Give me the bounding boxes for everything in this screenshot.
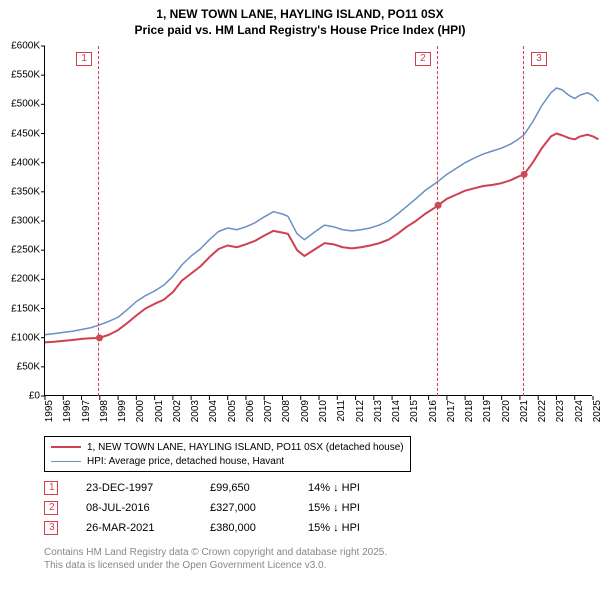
x-tick-label: 2021	[519, 400, 530, 422]
y-tick-label: £350K	[11, 186, 40, 197]
x-tick-label: 2019	[482, 400, 493, 422]
sale-diff: 15% ↓ HPI	[308, 502, 388, 514]
sale-badge: 1	[44, 481, 58, 495]
x-tick-label: 2017	[446, 400, 457, 422]
x-tick-label: 2015	[409, 400, 420, 422]
legend-label: 1, NEW TOWN LANE, HAYLING ISLAND, PO11 0…	[87, 442, 404, 453]
sale-price: £99,650	[210, 482, 280, 494]
y-tick-label: £100K	[11, 332, 40, 343]
y-tick-label: £50K	[17, 361, 40, 372]
x-tick-label: 2001	[154, 400, 165, 422]
down-arrow-icon: ↓	[333, 482, 339, 494]
x-tick-label: 2011	[336, 400, 347, 422]
plot-region	[44, 46, 592, 396]
y-tick-label: £450K	[11, 128, 40, 139]
x-tick-label: 2016	[428, 400, 439, 422]
x-tick-label: 2014	[391, 400, 402, 422]
footnote-line: Contains HM Land Registry data © Crown c…	[44, 546, 387, 559]
x-tick-label: 2024	[574, 400, 585, 422]
sale-diff: 15% ↓ HPI	[308, 522, 388, 534]
sale-price: £380,000	[210, 522, 280, 534]
y-tick-label: £400K	[11, 157, 40, 168]
x-tick-label: 1997	[81, 400, 92, 422]
legend: 1, NEW TOWN LANE, HAYLING ISLAND, PO11 0…	[44, 436, 411, 472]
sale-date: 26-MAR-2021	[86, 522, 182, 534]
down-arrow-icon: ↓	[333, 502, 339, 514]
legend-swatch	[51, 446, 81, 448]
chart-container: 1, NEW TOWN LANE, HAYLING ISLAND, PO11 0…	[0, 0, 600, 590]
x-tick-label: 2009	[300, 400, 311, 422]
title-line-1: 1, NEW TOWN LANE, HAYLING ISLAND, PO11 0…	[6, 6, 594, 22]
sale-date: 23-DEC-1997	[86, 482, 182, 494]
sale-date: 08-JUL-2016	[86, 502, 182, 514]
x-tick-label: 2020	[501, 400, 512, 422]
chart-title: 1, NEW TOWN LANE, HAYLING ISLAND, PO11 0…	[0, 0, 600, 38]
x-tick-label: 1999	[117, 400, 128, 422]
x-tick-label: 2000	[135, 400, 146, 422]
y-tick-label: £300K	[11, 216, 40, 227]
sale-price: £327,000	[210, 502, 280, 514]
footnote: Contains HM Land Registry data © Crown c…	[44, 546, 387, 572]
y-tick-label: £600K	[11, 41, 40, 52]
y-tick-label: £500K	[11, 99, 40, 110]
x-tick-label: 2013	[373, 400, 384, 422]
x-tick-label: 2012	[355, 400, 366, 422]
sale-badge: 2	[44, 501, 58, 515]
x-tick-label: 1996	[62, 400, 73, 422]
table-row: 1 23-DEC-1997 £99,650 14% ↓ HPI	[44, 478, 388, 498]
legend-label: HPI: Average price, detached house, Hava…	[87, 456, 284, 467]
sale-diff: 14% ↓ HPI	[308, 482, 388, 494]
y-tick-label: £200K	[11, 274, 40, 285]
x-tick-label: 2018	[464, 400, 475, 422]
x-tick-label: 2003	[190, 400, 201, 422]
line-chart-svg	[45, 46, 593, 396]
y-tick-label: £150K	[11, 303, 40, 314]
x-tick-label: 2022	[537, 400, 548, 422]
title-line-2: Price paid vs. HM Land Registry's House …	[6, 22, 594, 38]
down-arrow-icon: ↓	[333, 522, 339, 534]
legend-swatch	[51, 461, 81, 462]
legend-item: 1, NEW TOWN LANE, HAYLING ISLAND, PO11 0…	[51, 440, 404, 454]
sale-badge: 3	[44, 521, 58, 535]
x-tick-label: 2010	[318, 400, 329, 422]
chart-area: 123	[44, 46, 592, 396]
x-tick-label: 2002	[172, 400, 183, 422]
x-tick-label: 1998	[99, 400, 110, 422]
table-row: 3 26-MAR-2021 £380,000 15% ↓ HPI	[44, 518, 388, 538]
x-tick-label: 2005	[227, 400, 238, 422]
table-row: 2 08-JUL-2016 £327,000 15% ↓ HPI	[44, 498, 388, 518]
x-tick-label: 2025	[592, 400, 600, 422]
y-tick-label: £0	[29, 391, 40, 402]
x-tick-label: 2023	[555, 400, 566, 422]
y-tick-label: £250K	[11, 245, 40, 256]
x-tick-label: 2004	[208, 400, 219, 422]
x-tick-label: 2008	[281, 400, 292, 422]
footnote-line: This data is licensed under the Open Gov…	[44, 559, 387, 572]
x-tick-label: 1995	[44, 400, 55, 422]
x-tick-label: 2006	[245, 400, 256, 422]
x-tick-label: 2007	[263, 400, 274, 422]
sales-table: 1 23-DEC-1997 £99,650 14% ↓ HPI 2 08-JUL…	[44, 478, 388, 538]
y-tick-label: £550K	[11, 70, 40, 81]
legend-item: HPI: Average price, detached house, Hava…	[51, 454, 404, 468]
